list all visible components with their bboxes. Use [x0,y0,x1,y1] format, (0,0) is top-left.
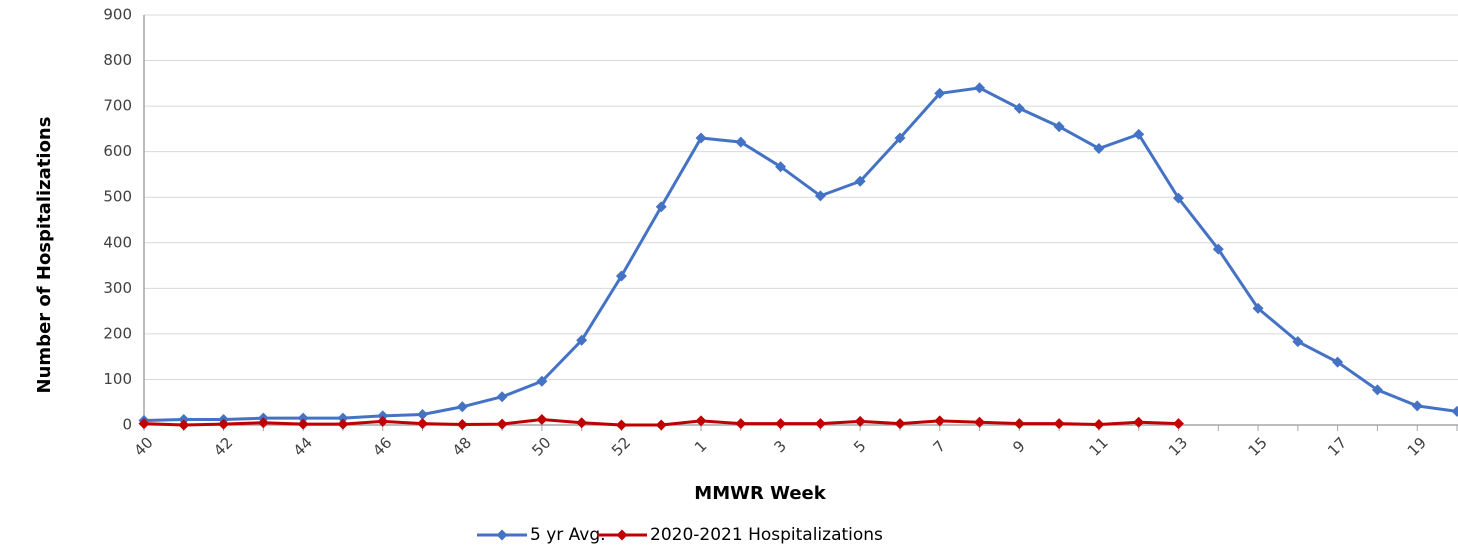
data-point [1013,102,1025,114]
data-point [695,415,707,427]
x-tick-label: 1 [691,437,710,456]
data-point [1093,142,1105,154]
data-point [218,418,230,430]
data-point [655,419,667,431]
data-point [1332,356,1344,368]
x-tick-label: 19 [1404,434,1430,460]
y-tick-label: 900 [103,6,132,24]
x-tick-label: 46 [369,434,395,460]
data-point [894,132,906,144]
data-point [536,375,548,387]
y-tick-label: 0 [122,416,132,434]
data-point [735,136,747,148]
data-point [655,201,667,213]
data-point [1133,128,1145,140]
legend-marker [496,529,508,541]
data-point [417,409,429,421]
data-point [456,401,468,413]
data-point [615,270,627,282]
data-point [576,334,588,346]
data-point [337,412,349,424]
data-point [1133,416,1145,428]
x-tick-label: 3 [771,437,790,456]
data-point [814,190,826,202]
y-tick-label: 200 [103,324,132,342]
x-tick-label: 13 [1165,434,1191,460]
data-point [1292,336,1304,348]
data-point [138,418,150,430]
data-point [854,175,866,187]
y-tick-label: 700 [103,97,132,115]
series-line [143,86,1458,422]
x-tick-label: 44 [290,434,316,460]
x-tick-label: 40 [131,434,157,460]
x-tick-label: 7 [930,437,949,456]
data-point [1013,418,1025,430]
x-tick-label: 48 [449,434,475,460]
data-point [934,415,946,427]
data-point [615,419,627,431]
y-tick-label: 400 [103,233,132,251]
data-point [974,416,986,428]
y-tick-label: 500 [103,188,132,206]
x-tick-label: 17 [1324,434,1350,460]
data-point [496,391,508,403]
x-axis-title: MMWR Week [694,483,826,504]
data-point [576,417,588,429]
data-point [1212,243,1224,255]
data-point [417,418,429,430]
y-tick-label: 600 [103,142,132,160]
data-point [894,418,906,430]
data-point [496,418,508,430]
data-point [456,419,468,431]
data-point [775,418,787,430]
x-tick-label: 11 [1085,434,1111,460]
x-tick-label: 9 [1009,437,1028,456]
data-point [337,418,349,430]
data-point [257,417,269,429]
y-tick-label: 300 [103,279,132,297]
data-point [1172,418,1184,430]
data-point [1411,400,1423,412]
y-axis-title: Number of Hospitalizations [34,117,55,394]
x-tick-label: 50 [528,434,554,460]
data-point [735,418,747,430]
legend-label: 2020-2021 Hospitalizations [650,525,883,545]
legend-label: 5 yr Avg. [530,525,606,545]
data-point [297,418,309,430]
data-point [536,414,548,426]
data-point [1371,384,1383,396]
x-tick-label: 15 [1245,434,1271,460]
y-tick-label: 800 [103,51,132,69]
data-point [178,419,190,431]
data-point [1053,121,1065,133]
y-tick-label: 100 [103,370,132,388]
x-tick-label: 42 [210,434,236,460]
data-point [1053,418,1065,430]
data-point [775,161,787,173]
data-point [1172,192,1184,204]
data-point [1093,419,1105,431]
data-point [934,87,946,99]
x-tick-label: 5 [850,437,869,456]
data-point [377,415,389,427]
legend-marker [616,529,628,541]
data-point [854,415,866,427]
data-point [1252,302,1264,314]
x-tick-label: 52 [608,434,634,460]
data-point [814,418,826,430]
data-point [974,82,986,94]
data-point [297,412,309,424]
data-point [695,132,707,144]
data-point [1451,405,1458,417]
